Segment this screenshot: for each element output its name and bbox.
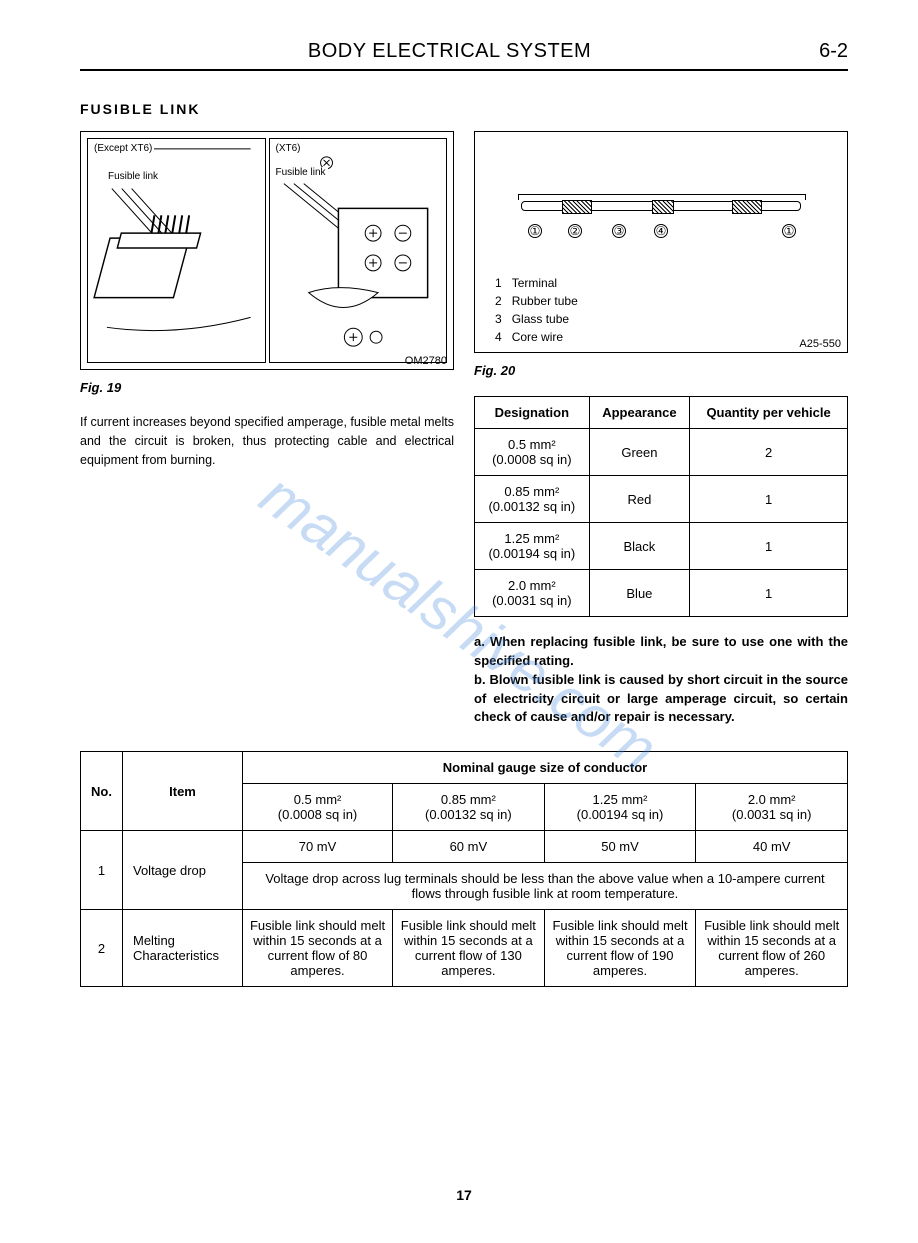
voltage-drop-note: Voltage drop across lug terminals should… (243, 863, 848, 910)
gauge-col-3: 1.25 mm²(0.00194 sq in) (544, 784, 696, 831)
fig20-marker-3: ③ (612, 224, 626, 238)
fig19-label-xt6: (XT6) (274, 143, 303, 154)
fig20-marker-2: ② (568, 224, 582, 238)
table-row: 0.85 mm²(0.00132 sq in) Red 1 (475, 476, 848, 523)
fig19-label-except: (Except XT6) (92, 143, 154, 154)
fig20-marker-1b: ① (782, 224, 796, 238)
gauge-col-2: 0.85 mm²(0.00132 sq in) (393, 784, 545, 831)
designation-table: Designation Appearance Quantity per vehi… (474, 396, 848, 617)
table-row: 1.25 mm²(0.00194 sq in) Black 1 (475, 523, 848, 570)
header-page-number: 6-2 (819, 40, 848, 63)
section-title: FUSIBLE LINK (80, 101, 848, 117)
table-row: 1 Voltage drop 70 mV 60 mV 50 mV 40 mV (81, 831, 848, 863)
fig20-ref: A25-550 (799, 338, 841, 350)
th-item: Item (123, 752, 243, 831)
note-b: b. Blown fusible link is caused by short… (474, 671, 848, 728)
fig20-caption: Fig. 20 (474, 363, 848, 378)
fig20-marker-4: ④ (654, 224, 668, 238)
page-header: BODY ELECTRICAL SYSTEM 6-2 (80, 40, 848, 71)
th-quantity: Quantity per vehicle (690, 397, 848, 429)
fig20-marker-1a: ① (528, 224, 542, 238)
fig19-label-fusible-right: Fusible link (274, 167, 328, 178)
figure-19-box: (Except XT6) Fusible link (XT6) Fusible … (80, 131, 454, 370)
th-designation: Designation (475, 397, 590, 429)
th-appearance: Appearance (589, 397, 690, 429)
gauge-col-1: 0.5 mm²(0.0008 sq in) (243, 784, 393, 831)
notes-block: a. When replacing fusible link, be sure … (474, 633, 848, 727)
fig20-legend: 1 Terminal 2 Rubber tube 3 Glass tube 4 … (485, 274, 837, 346)
gauge-table: No. Item Nominal gauge size of conductor… (80, 751, 848, 987)
fig19-caption: Fig. 19 (80, 380, 454, 395)
figure-19-right-panel: (XT6) Fusible link (269, 138, 448, 363)
th-nominal: Nominal gauge size of conductor (243, 752, 848, 784)
th-no: No. (81, 752, 123, 831)
fig20-diagram: ① ② ③ ④ ① (485, 146, 837, 266)
header-title: BODY ELECTRICAL SYSTEM (80, 40, 819, 63)
note-a: a. When replacing fusible link, be sure … (474, 633, 848, 671)
figure-20-box: ① ② ③ ④ ① 1 Terminal 2 Rubber tube 3 Gla… (474, 131, 848, 353)
table-row: 2 Melting Characteristics Fusible link s… (81, 910, 848, 987)
gauge-col-4: 2.0 mm²(0.0031 sq in) (696, 784, 848, 831)
table-row: 0.5 mm²(0.0008 sq in) Green 2 (475, 429, 848, 476)
fig19-label-fusible-left: Fusible link (106, 171, 160, 182)
table-row: 2.0 mm²(0.0031 sq in) Blue 1 (475, 570, 848, 617)
figure-19-left-panel: (Except XT6) Fusible link (87, 138, 266, 363)
body-paragraph: If current increases beyond specified am… (80, 413, 454, 469)
fig19-ref: OM2780 (405, 355, 447, 367)
